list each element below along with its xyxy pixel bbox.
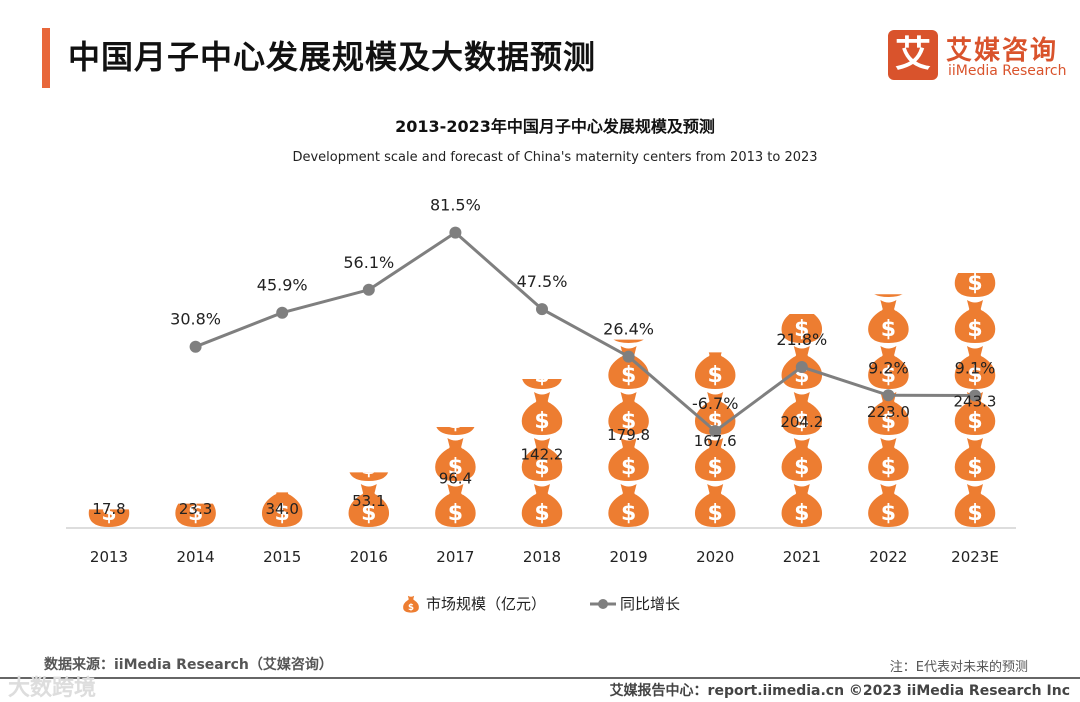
forecast-note: 注：E代表对未来的预测 — [889, 660, 1028, 675]
money-bag-icon — [954, 438, 996, 481]
money-bag-icon — [521, 392, 563, 435]
chart-subtitle: Development scale and forecast of China'… — [292, 150, 817, 165]
money-bag-icon — [608, 484, 649, 527]
money-bag-icon — [521, 378, 563, 389]
growth-label: -6.7% — [692, 394, 738, 413]
growth-point — [709, 425, 722, 438]
chart: $ 2013-2023年中国月子中心发展规模及预测 Development sc… — [66, 117, 1016, 613]
x-tick-label: 2013 — [90, 548, 128, 566]
money-bag-icon — [954, 300, 996, 343]
x-tick-label: 2015 — [263, 548, 301, 566]
money-bag-icon — [521, 484, 563, 527]
money-bag-icon — [868, 294, 909, 297]
logo-mark: 艾 — [888, 30, 938, 80]
x-tick-label: 2018 — [523, 548, 561, 566]
growth-point — [882, 389, 895, 402]
page-title: 中国月子中心发展规模及大数据预测 — [68, 38, 597, 76]
bar-value-label: 53.1 — [352, 492, 385, 510]
data-source: 数据来源：iiMedia Research（艾媒咨询） — [44, 657, 333, 673]
logo-en: iiMedia Research — [948, 63, 1067, 79]
money-bag-icon — [868, 484, 909, 527]
bar-value-label: 179.8 — [607, 426, 650, 444]
legend-label-growth: 同比增长 — [620, 595, 680, 613]
money-bag-icon — [868, 438, 909, 481]
growth-point — [969, 389, 981, 402]
x-tick-label: 2019 — [610, 548, 648, 566]
bar-2016 — [348, 472, 390, 527]
bar-value-label: 223.0 — [867, 403, 910, 421]
money-bag-icon — [868, 300, 909, 343]
money-bag-icon — [435, 426, 476, 435]
money-bag-icon — [954, 273, 996, 297]
growth-point — [536, 303, 548, 316]
x-tick-label: 2016 — [350, 548, 388, 566]
bar-value-label: 167.6 — [694, 432, 737, 450]
growth-label: 45.9% — [257, 276, 308, 295]
growth-label: 26.4% — [603, 320, 654, 339]
growth-point — [622, 350, 635, 363]
x-tick-label: 2017 — [436, 548, 474, 566]
footer-divider — [0, 677, 1080, 679]
bar-value-label: 243.3 — [954, 393, 997, 411]
x-tick-label: 2020 — [696, 548, 734, 566]
bar-value-label: 34.0 — [265, 500, 298, 518]
growth-label: 21.8% — [776, 330, 827, 349]
money-bag-icon — [608, 438, 649, 481]
growth-label: 9.1% — [955, 359, 996, 378]
legend-label-market: 市场规模（亿元） — [426, 595, 546, 613]
growth-point — [795, 360, 808, 373]
money-bag-icon — [435, 484, 476, 527]
growth-line — [195, 230, 976, 433]
money-bag-icon — [954, 484, 996, 527]
x-tick-label: 2022 — [869, 548, 907, 566]
money-bag-icon — [781, 438, 823, 481]
legend-bag-icon — [403, 595, 419, 613]
growth-label: 9.2% — [868, 358, 909, 377]
report-center: 艾媒报告中心：report.iimedia.cn ©2023 iiMedia R… — [609, 683, 1070, 699]
bar-value-label: 23.3 — [179, 500, 212, 518]
x-tick-label: 2014 — [177, 548, 215, 566]
growth-point — [276, 306, 289, 319]
logo: 艾 艾媒咨询 iiMedia Research — [888, 30, 1078, 82]
x-tick-label: 2023E — [951, 548, 999, 566]
growth-label: 81.5% — [430, 196, 481, 215]
money-bag-icon — [694, 484, 736, 527]
legend-dot-icon — [598, 599, 608, 609]
title-accent-bar — [42, 28, 50, 88]
money-bag-icon — [348, 472, 390, 481]
bar-value-label: 17.8 — [92, 500, 125, 518]
growth-label: 56.1% — [343, 253, 394, 272]
logo-cn: 艾媒咨询 — [946, 36, 1059, 66]
bar-value-label: 204.2 — [780, 413, 823, 431]
x-tick-label: 2021 — [783, 548, 821, 566]
growth-point — [189, 340, 202, 353]
watermark: 大数跨境 — [8, 676, 97, 701]
growth-label: 47.5% — [517, 272, 568, 291]
chart-title: 2013-2023年中国月子中心发展规模及预测 — [395, 117, 715, 136]
legend: 市场规模（亿元） 同比增长 — [403, 595, 680, 613]
bar-2018 — [521, 378, 563, 527]
bar-2017 — [435, 426, 476, 527]
bar-value-label: 96.4 — [439, 469, 472, 487]
money-bag-icon — [781, 484, 823, 527]
bar-value-label: 142.2 — [521, 445, 564, 463]
money-bag-icon — [694, 352, 736, 389]
growth-label: 30.8% — [170, 310, 221, 329]
growth-point — [362, 283, 375, 296]
growth-point — [449, 226, 462, 239]
